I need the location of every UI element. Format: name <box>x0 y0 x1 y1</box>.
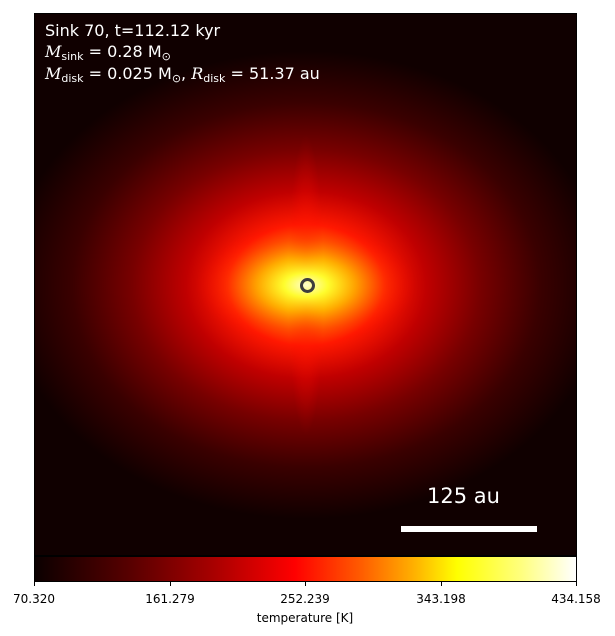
disk-mass-unit-subscript: ⊙ <box>171 72 182 85</box>
sink-mass-value: = 0.28 M <box>83 42 162 61</box>
disk-properties-label: Mdisk = 0.025 M⊙, Rdisk = 51.37 au <box>45 64 320 89</box>
sink-time-label: Sink 70, t=112.12 kyr <box>45 21 221 40</box>
colorbar-tick-label: 434.158 <box>551 592 601 606</box>
disk-radius-symbol: R <box>191 64 204 83</box>
colorbar-tick <box>170 582 171 586</box>
scalebar <box>401 526 537 532</box>
colorbar <box>34 556 577 582</box>
colorbar-tick-label: 70.320 <box>13 592 55 606</box>
disk-mass-value: = 0.025 M <box>83 64 172 83</box>
colorbar-tick-label: 252.239 <box>280 592 330 606</box>
disk-separator: , <box>181 64 192 83</box>
temperature-map: Sink 70, t=112.12 kyr Msink = 0.28 M⊙ Md… <box>34 13 577 556</box>
colorbar-tick <box>441 582 442 586</box>
disk-mass-symbol: M <box>45 64 62 83</box>
sink-mass-subscript: sink <box>61 50 84 63</box>
colorbar-tick <box>576 582 577 586</box>
disk-radius-subscript: disk <box>203 72 226 85</box>
colorbar-label: temperature [K] <box>256 611 354 625</box>
sink-mass-symbol: M <box>45 42 62 61</box>
sink-marker-icon <box>300 278 315 293</box>
scalebar-label: 125 au <box>427 484 500 508</box>
colorbar-tick <box>34 582 35 586</box>
sink-mass-unit-subscript: ⊙ <box>161 50 171 63</box>
colorbar-tick-label: 343.198 <box>416 592 466 606</box>
sink-mass-label: Msink = 0.28 M⊙ <box>45 42 171 67</box>
colorbar-tick <box>305 582 306 586</box>
disk-mass-subscript: disk <box>61 72 84 85</box>
colorbar-tick-label: 161.279 <box>145 592 195 606</box>
disk-radius-value: = 51.37 au <box>225 64 320 83</box>
